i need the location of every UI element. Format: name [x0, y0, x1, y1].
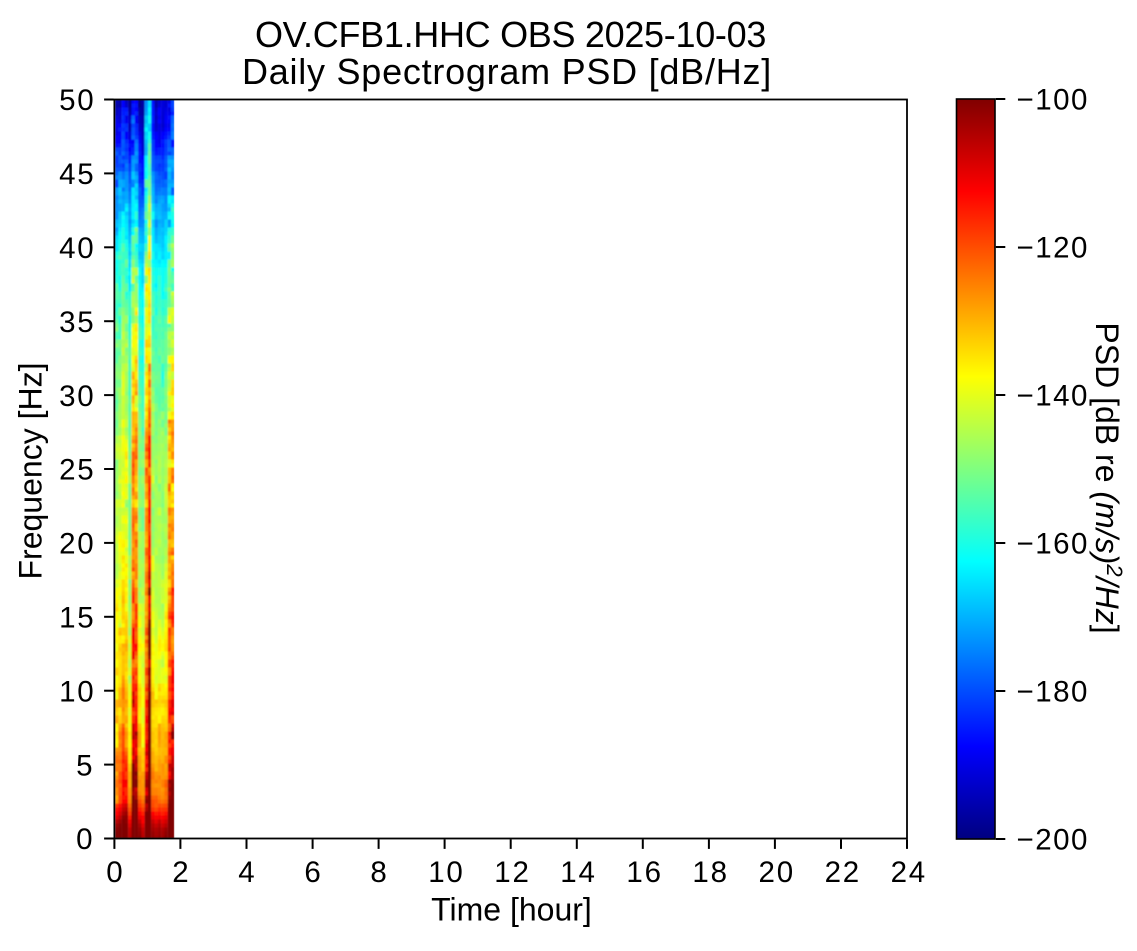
svg-text:14: 14: [560, 856, 596, 889]
svg-text:0: 0: [106, 856, 122, 889]
svg-text:10: 10: [428, 856, 464, 889]
svg-text:−160: −160: [1017, 528, 1089, 561]
svg-text:6: 6: [304, 856, 320, 889]
svg-text:−120: −120: [1017, 232, 1089, 265]
svg-text:8: 8: [370, 856, 386, 889]
svg-text:30: 30: [59, 380, 95, 413]
svg-text:15: 15: [59, 602, 95, 635]
svg-text:35: 35: [59, 306, 95, 339]
svg-text:0: 0: [76, 823, 92, 856]
svg-text:Time [hour]: Time [hour]: [431, 892, 592, 928]
svg-text:Frequency [Hz]: Frequency [Hz]: [13, 363, 49, 580]
svg-text:5: 5: [76, 749, 92, 782]
svg-text:−200: −200: [1017, 824, 1089, 857]
svg-text:2: 2: [172, 856, 188, 889]
svg-text:40: 40: [59, 232, 95, 265]
svg-text:−140: −140: [1017, 380, 1089, 413]
svg-text:Daily Spectrogram PSD [dB/Hz]: Daily Spectrogram PSD [dB/Hz]: [242, 51, 772, 92]
svg-text:−180: −180: [1017, 676, 1089, 709]
svg-text:50: 50: [59, 84, 95, 117]
svg-text:25: 25: [59, 454, 95, 487]
svg-text:PSD [dB re (m/s)2/Hz]: PSD [dB re (m/s)2/Hz]: [1089, 322, 1127, 633]
svg-text:20: 20: [758, 856, 794, 889]
svg-text:22: 22: [825, 856, 861, 889]
svg-text:4: 4: [238, 856, 254, 889]
svg-text:−100: −100: [1017, 84, 1089, 117]
svg-text:12: 12: [494, 856, 530, 889]
svg-text:18: 18: [692, 856, 728, 889]
svg-text:OV.CFB1.HHC OBS 2025-10-03: OV.CFB1.HHC OBS 2025-10-03: [255, 14, 766, 55]
svg-text:45: 45: [59, 158, 95, 191]
svg-text:10: 10: [59, 675, 95, 708]
svg-text:24: 24: [891, 856, 927, 889]
svg-text:20: 20: [59, 528, 95, 561]
svg-text:16: 16: [626, 856, 662, 889]
